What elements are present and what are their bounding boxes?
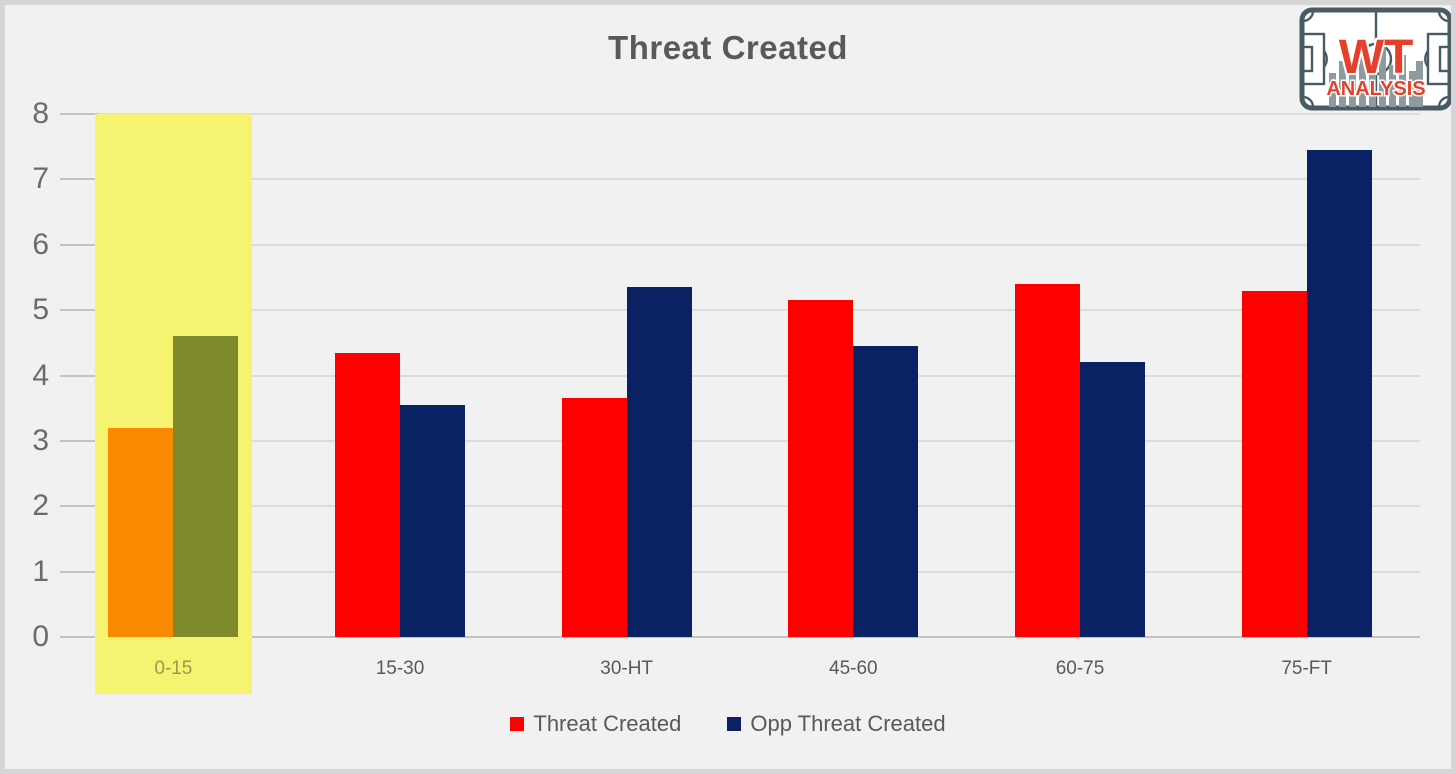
legend-item: Opp Threat Created [727,711,946,737]
bar-60-75-opp-threat [1080,362,1145,637]
x-axis-label: 75-FT [1281,658,1332,679]
x-axis-label: 30-HT [600,658,654,679]
bar-30-HT-opp-threat [626,287,692,637]
y-tick-label: 7 [32,162,49,196]
bar-15-30-threat [335,352,400,637]
x-axis-label: 0-15 [154,658,193,679]
bar-75-FT-opp-threat [1306,149,1372,637]
gridline [60,113,1420,115]
chart-title: Threat Created [608,29,848,66]
y-axis-tick [60,439,98,442]
x-axis-label: 45-60 [829,658,878,679]
gridline [60,636,1420,638]
legend-label: Threat Created [533,711,682,736]
y-tick-label: 6 [32,227,49,261]
y-axis-tick [60,178,98,181]
bar-75-FT-threat [1241,290,1307,637]
gridline [60,570,1420,573]
y-axis-tick [60,505,98,508]
bar-15-30-opp-threat [400,404,465,637]
bar-0-15-threat [108,427,174,637]
x-axis-label: 15-30 [375,658,425,679]
y-tick-label: 8 [32,97,49,130]
logo-bars-icon [1329,45,1423,107]
legend-swatch-icon [510,717,525,731]
y-tick-label: 4 [32,358,49,392]
gridline [60,243,1420,246]
logo-text-analysis: ANALYSIS [1326,78,1425,100]
legend-item: Threat Created [510,711,681,737]
y-axis-tick [60,309,98,312]
legend: Threat Created Opp Threat Created [5,706,1451,742]
y-tick-label: 2 [32,489,49,523]
y-tick-label: 3 [32,423,49,457]
y-tick-label: 1 [32,554,49,588]
plot-area: 0 1 2 3 4 5 6 7 8 0-15 15-30 30-HT 45-60 60-75 75-FT [5,5,1451,769]
bar-45-60-threat [788,300,854,637]
legend-swatch-icon [727,717,742,731]
y-axis-tick [60,636,98,638]
y-axis-tick [60,570,98,573]
y-axis-tick [60,243,98,246]
bar-60-75-threat [1015,283,1080,637]
gridline [60,439,1420,442]
y-axis-tick [60,113,98,115]
gridline [60,374,1420,377]
logo-text-wt: WT [1339,31,1414,84]
y-tick-label: 0 [32,620,49,653]
bar-45-60-opp-threat [853,346,919,637]
gridline [60,505,1420,508]
bar-30-HT-threat [561,398,627,637]
bar-0-15-opp-threat [173,336,239,637]
legend-label: Opp Threat Created [750,711,946,736]
football-pitch-logo-icon: WT ANALYSIS [1299,7,1451,111]
gridline [60,178,1420,181]
y-tick-label: 5 [32,293,49,327]
gridline [60,309,1420,312]
y-axis-tick [60,374,98,377]
x-axis-label: 60-75 [1055,658,1105,679]
wt-analysis-logo: WT ANALYSIS [1299,7,1451,111]
